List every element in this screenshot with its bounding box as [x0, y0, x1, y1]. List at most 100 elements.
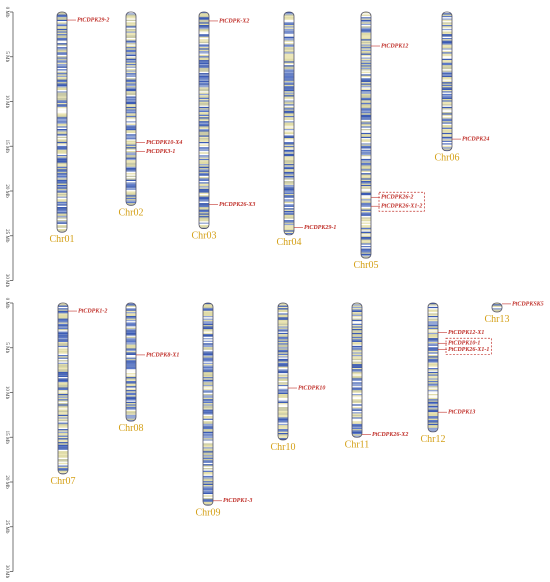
band: [278, 430, 288, 432]
band: [126, 313, 136, 315]
band: [428, 343, 438, 345]
band: [442, 53, 452, 55]
band: [126, 361, 136, 363]
band: [203, 396, 213, 398]
band: [203, 334, 213, 336]
band: [126, 383, 136, 385]
band: [126, 349, 136, 352]
band: [361, 32, 371, 35]
band: [284, 227, 294, 230]
band: [284, 129, 294, 131]
band: [199, 208, 209, 210]
band: [57, 34, 67, 36]
band: [428, 308, 438, 310]
band: [284, 188, 294, 191]
gene-label: PtCDPK12: [381, 43, 408, 49]
band: [361, 182, 371, 184]
band: [428, 374, 438, 376]
band: [126, 369, 136, 371]
band: [361, 45, 371, 48]
band: [126, 377, 136, 379]
band: [284, 121, 294, 123]
band: [203, 361, 213, 363]
band: [442, 127, 452, 129]
band: [58, 335, 68, 337]
band: [126, 194, 136, 196]
band: [57, 126, 67, 128]
band: [284, 97, 294, 100]
band: [57, 61, 67, 63]
band: [278, 366, 288, 368]
band: [57, 225, 67, 227]
band: [278, 368, 288, 370]
band: [126, 125, 136, 127]
band: [58, 418, 68, 420]
band: [57, 39, 67, 41]
band: [284, 139, 294, 141]
band: [57, 82, 67, 84]
band: [126, 162, 136, 165]
band: [203, 410, 213, 413]
band: [57, 114, 67, 116]
band: [361, 58, 371, 61]
band: [284, 174, 294, 176]
band: [58, 326, 68, 328]
band: [278, 357, 288, 359]
band: [199, 93, 209, 96]
band: [284, 105, 294, 107]
band: [284, 231, 294, 233]
band: [58, 407, 68, 409]
band: [352, 412, 362, 414]
band: [199, 78, 209, 80]
band: [492, 305, 502, 307]
band: [442, 22, 452, 24]
band: [203, 386, 213, 388]
band: [199, 99, 209, 101]
band: [203, 353, 213, 355]
band: [284, 119, 294, 122]
band: [126, 53, 136, 55]
band: [199, 62, 209, 64]
band: [361, 80, 371, 83]
band: [126, 373, 136, 375]
band: [199, 38, 209, 40]
band: [126, 134, 136, 136]
band: [442, 34, 452, 36]
band: [57, 26, 67, 28]
band: [428, 388, 438, 391]
band: [57, 101, 67, 103]
band: [361, 188, 371, 191]
band: [58, 348, 68, 350]
band: [442, 25, 452, 27]
band: [203, 349, 213, 352]
band: [203, 453, 213, 456]
band: [126, 195, 136, 197]
band: [199, 173, 209, 175]
band: [57, 65, 67, 67]
chromosome: [351, 302, 363, 438]
band: [442, 105, 452, 107]
band: [442, 66, 452, 68]
band: [199, 153, 209, 155]
band: [361, 214, 371, 217]
band: [278, 379, 288, 381]
band: [57, 91, 67, 93]
band: [126, 400, 136, 402]
band: [428, 379, 438, 381]
band: [126, 183, 136, 185]
band: [203, 342, 213, 344]
band: [361, 104, 371, 106]
band: [199, 31, 209, 33]
band: [126, 108, 136, 110]
band: [428, 397, 438, 400]
chromosome: [283, 11, 295, 236]
band: [203, 355, 213, 357]
chromosome: [360, 11, 372, 259]
band: [278, 383, 288, 385]
band: [361, 117, 371, 119]
band: [57, 122, 67, 124]
band: [352, 348, 362, 350]
band: [199, 127, 209, 129]
tandem-box: [445, 337, 492, 355]
band: [58, 409, 68, 411]
